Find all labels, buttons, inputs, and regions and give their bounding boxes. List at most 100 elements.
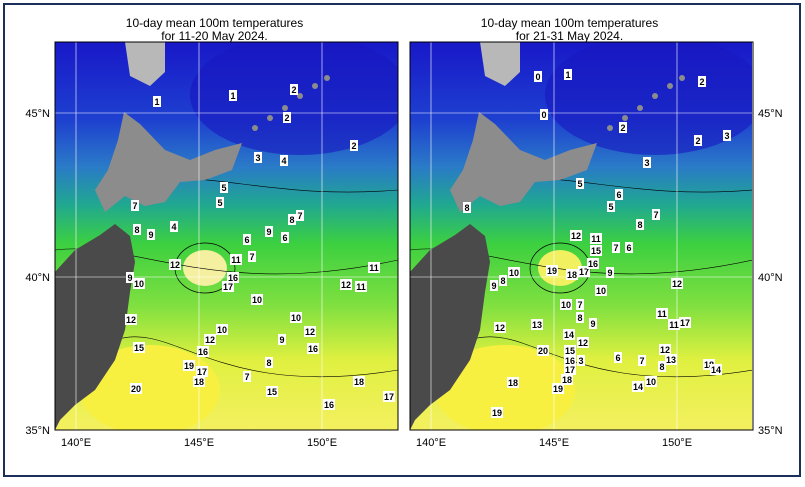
map-panel xyxy=(410,42,752,430)
contour-label: 17 xyxy=(579,267,589,277)
contour-label: 3 xyxy=(724,131,729,141)
label-box xyxy=(606,267,614,278)
label-box xyxy=(153,96,161,107)
label-box xyxy=(564,355,576,366)
contour-label: 17 xyxy=(197,367,207,377)
contour-label: 4 xyxy=(171,222,176,232)
contour-label: 11 xyxy=(356,282,366,292)
label-box xyxy=(125,314,137,325)
land-honshu xyxy=(55,224,135,430)
contour-label: 7 xyxy=(577,300,582,310)
label-box xyxy=(288,214,296,225)
contour-label: 11 xyxy=(669,320,679,330)
contour-label: 12 xyxy=(571,231,581,241)
label-box xyxy=(590,245,602,256)
contour-label: 18 xyxy=(704,360,714,370)
contour-label: 7 xyxy=(613,243,618,253)
contour-label: 2 xyxy=(620,123,625,133)
label-box xyxy=(204,334,216,345)
label-box xyxy=(615,189,623,200)
contour-label: 9 xyxy=(279,335,284,345)
label-box xyxy=(570,230,582,241)
label-box xyxy=(552,383,564,394)
label-box xyxy=(656,308,668,319)
label-box xyxy=(265,357,273,368)
cold-water xyxy=(545,42,752,155)
label-box xyxy=(353,376,365,387)
label-box xyxy=(183,360,195,371)
contour-label: 15 xyxy=(565,346,575,356)
contour-label: 7 xyxy=(244,372,249,382)
label-box xyxy=(491,407,503,418)
label-box xyxy=(243,234,251,245)
contour-label: 1 xyxy=(230,91,235,101)
lon-label: 145°E xyxy=(184,437,214,449)
contour-label: 12 xyxy=(578,338,588,348)
contour-label: 14 xyxy=(564,330,574,340)
label-box xyxy=(645,376,657,387)
contour-label: 8 xyxy=(266,358,271,368)
contour-label: 12 xyxy=(170,260,180,270)
contour-label: 8 xyxy=(637,220,642,230)
contour-label: 7 xyxy=(639,356,644,366)
panel-title: for 21-31 May 2024. xyxy=(516,29,623,43)
contour-label: 0 xyxy=(535,72,540,82)
label-box xyxy=(133,224,141,235)
contour-label: 19 xyxy=(184,361,194,371)
lon-label: 150°E xyxy=(307,437,337,449)
label-box xyxy=(170,221,178,232)
contour-label: 17 xyxy=(565,365,575,375)
land-kuril xyxy=(679,75,685,81)
contour-label: 11 xyxy=(369,263,379,273)
contour-label: 10 xyxy=(561,300,571,310)
label-box xyxy=(280,155,288,166)
label-box xyxy=(490,280,498,291)
contour-label: 2 xyxy=(284,113,289,123)
label-box xyxy=(243,371,251,382)
warm-eddy xyxy=(183,250,227,286)
contour-label: 12 xyxy=(126,315,136,325)
label-box xyxy=(227,272,239,283)
contour-label: 10 xyxy=(646,377,656,387)
contour-label: 9 xyxy=(491,281,496,291)
contour-label: 6 xyxy=(626,243,631,253)
contour-label: 3 xyxy=(255,153,260,163)
panel-title: for 11-20 May 2024. xyxy=(161,29,268,43)
contour-label: 7 xyxy=(297,211,302,221)
contour-label: 9 xyxy=(266,227,271,237)
land-sakhalin xyxy=(480,42,520,86)
contour-label: 12 xyxy=(660,345,670,355)
label-box xyxy=(632,381,644,392)
contour-label: 19 xyxy=(553,384,563,394)
contour-label: 16 xyxy=(198,347,208,357)
label-box xyxy=(133,342,145,353)
contour-label: 8 xyxy=(500,276,505,286)
lat-label: 40°N xyxy=(758,272,783,284)
contour-label: 2 xyxy=(351,141,356,151)
land-kuril xyxy=(297,93,303,99)
label-box xyxy=(220,182,228,193)
label-box xyxy=(126,272,134,283)
land-kuril xyxy=(267,115,273,121)
contour-label: 8 xyxy=(464,203,469,213)
panel-title: 10-day mean 100m temperatures xyxy=(481,16,658,30)
label-box xyxy=(193,376,205,387)
label-box xyxy=(463,202,471,213)
contour-label: 12 xyxy=(495,323,505,333)
label-box xyxy=(614,352,622,363)
label-box xyxy=(698,76,706,87)
contour-label: 5 xyxy=(577,179,582,189)
contour-label: 17 xyxy=(223,282,233,292)
label-box xyxy=(251,294,263,305)
contour-label: 16 xyxy=(228,273,238,283)
contour-label: 15 xyxy=(267,387,277,397)
contour-label: 13 xyxy=(532,320,542,330)
warm-eddy xyxy=(435,345,575,430)
contour-label: 10 xyxy=(134,279,144,289)
contour-label: 0 xyxy=(541,110,546,120)
land-kuril xyxy=(252,125,258,131)
contour-label: 8 xyxy=(659,362,664,372)
land-kuril xyxy=(324,75,330,81)
contour-label: 16 xyxy=(308,344,318,354)
label-box xyxy=(703,359,715,370)
